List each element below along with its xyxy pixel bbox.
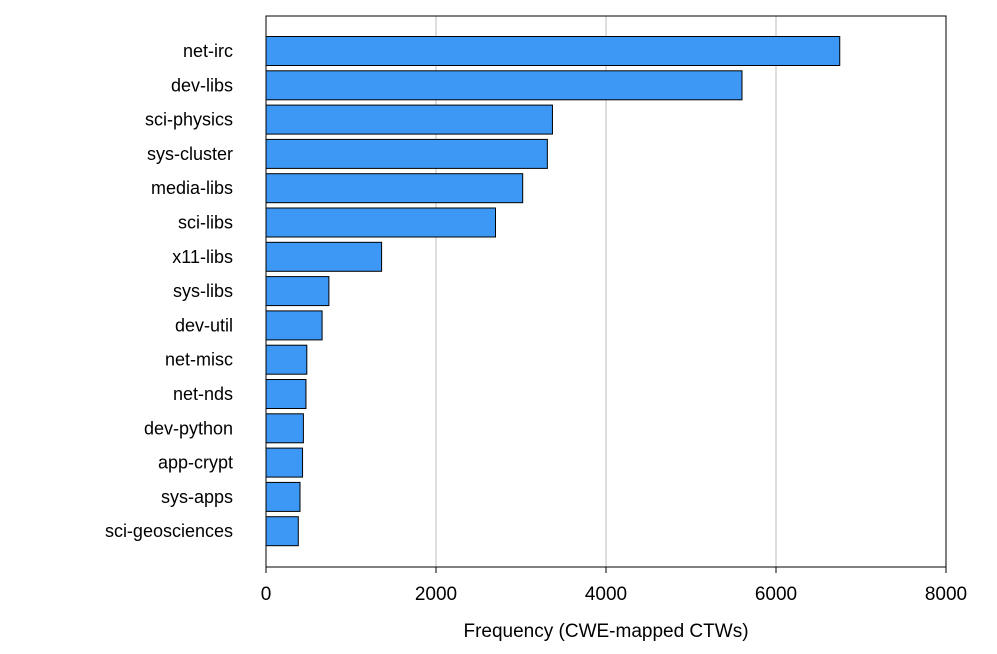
category-label: sci-geosciences: [105, 521, 233, 541]
x-tick-label: 0: [261, 584, 272, 605]
category-label: net-irc: [183, 41, 233, 61]
bar-sys-cluster: [265, 138, 548, 169]
bar-dev-python: [265, 413, 304, 444]
category-label: sci-physics: [145, 110, 233, 130]
category-label: sci-libs: [178, 213, 233, 233]
bar-net-nds: [265, 379, 307, 409]
bar-net-misc: [265, 344, 308, 375]
category-label: media-libs: [151, 178, 233, 198]
category-label: app-crypt: [158, 453, 233, 473]
category-label: dev-libs: [171, 75, 233, 95]
category-label: sys-libs: [173, 281, 233, 301]
x-tick-label: 8000: [925, 584, 967, 605]
x-tick-label: 6000: [755, 584, 797, 605]
bar-net-irc: [265, 36, 841, 66]
x-axis-title: Frequency (CWE-mapped CTWs): [463, 621, 748, 642]
category-label: dev-util: [175, 315, 233, 335]
bar-media-libs: [265, 173, 524, 204]
category-label: sys-apps: [161, 487, 233, 507]
x-tick-label: 4000: [585, 584, 627, 605]
bar-app-crypt: [265, 447, 304, 478]
category-label: dev-python: [144, 418, 233, 438]
bar-x11-libs: [265, 241, 383, 272]
category-label: net-misc: [165, 350, 233, 370]
category-label: sys-cluster: [147, 144, 233, 164]
bar-sci-physics: [265, 104, 553, 135]
bar-dev-util: [265, 310, 323, 341]
x-tick-label: 2000: [415, 584, 457, 605]
category-label: net-nds: [173, 384, 233, 404]
bar-sys-libs: [265, 276, 330, 307]
bar-dev-libs: [265, 70, 743, 101]
category-labels: net-irc dev-libs sci-physics sys-cluster med…: [105, 41, 233, 541]
x-axis-ticks: 0 2000 4000 6000 8000: [261, 567, 967, 605]
bars-group: [265, 36, 841, 547]
bar-sci-libs: [265, 207, 496, 238]
category-label: x11-libs: [172, 247, 233, 267]
bar-sci-geosciences: [265, 516, 299, 547]
bar-sys-apps: [265, 481, 301, 512]
